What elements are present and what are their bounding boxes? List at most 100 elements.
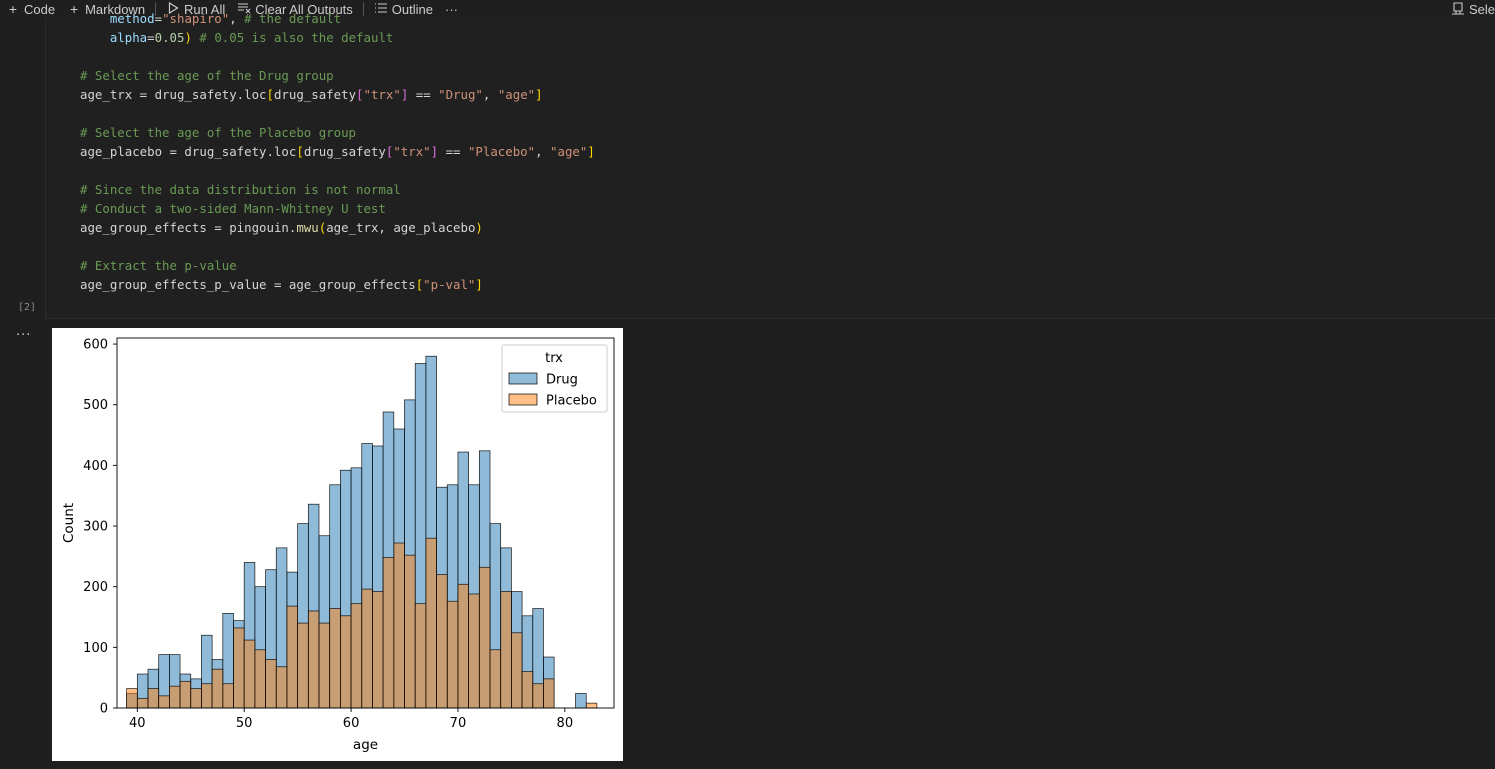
- bar-placebo-54: [286, 605, 298, 709]
- bar-placebo-71: [468, 593, 480, 709]
- bar-placebo-70: [457, 583, 469, 709]
- clear-icon: [237, 2, 251, 16]
- code-line: method="shapiro", # the default: [109, 11, 342, 26]
- x-tick-label-60: 60: [343, 716, 360, 731]
- bar-placebo-63: [382, 557, 395, 709]
- list-icon: [374, 2, 388, 16]
- bar-placebo-51: [254, 649, 266, 709]
- bar-placebo-66: [414, 603, 427, 709]
- code-line: [80, 161, 595, 180]
- y-axis-label: Count: [61, 503, 77, 543]
- age-histogram-chart: 40 50 60 70 80 0 100 200 300 400 500 600 age Count trx…: [61, 337, 615, 753]
- bar-placebo-47: [211, 668, 224, 709]
- bar-drug-81: [575, 693, 587, 709]
- bar-placebo-78: [543, 678, 555, 709]
- code-line: [80, 104, 595, 123]
- toolbar-separator: [362, 2, 364, 16]
- y-tick-label-100: 100: [83, 641, 108, 656]
- bar-placebo-67: [425, 537, 437, 709]
- y-tick-label-500: 500: [83, 398, 108, 413]
- outline-button[interactable]: Outline: [368, 0, 439, 18]
- toolbar-separator: [155, 2, 157, 16]
- bar-placebo-43: [169, 685, 181, 709]
- outline-label: Outline: [391, 1, 433, 17]
- x-tick-label-80: 80: [557, 716, 574, 731]
- x-tick-label-50: 50: [236, 716, 253, 731]
- select-kernel-button[interactable]: Sele: [1445, 0, 1495, 18]
- bar-placebo-42: [158, 695, 170, 709]
- bar-placebo-82: [585, 702, 598, 709]
- legend-swatch-placebo: [508, 393, 538, 406]
- legend-label-drug: Drug: [546, 373, 578, 388]
- bar-placebo-59: [340, 615, 352, 709]
- plot-frame: [116, 337, 615, 709]
- run-all-button[interactable]: Run All: [160, 0, 231, 18]
- bar-placebo-62: [372, 591, 384, 709]
- output-more-button[interactable]: ···: [16, 328, 32, 343]
- bar-placebo-48: [222, 683, 234, 709]
- code-line: age_group_effects = pingouin.mwu(age_trx…: [80, 220, 483, 235]
- x-axis-label: age: [353, 737, 378, 753]
- bar-placebo-41: [147, 688, 160, 709]
- bar-placebo-56: [307, 610, 320, 709]
- add-code-button[interactable]: + Code: [0, 0, 61, 18]
- play-icon: [166, 1, 180, 16]
- ellipsis-icon: ···: [445, 1, 458, 17]
- y-tick-label-0: 0: [100, 702, 108, 717]
- code-line: # Select the age of the Drug group: [80, 68, 334, 83]
- bar-placebo-50: [243, 639, 256, 709]
- select-kernel-label: Sele: [1468, 1, 1495, 17]
- bar-placebo-49: [233, 627, 245, 709]
- clear-all-outputs-label: Clear All Outputs: [255, 1, 353, 17]
- x-tick-label-70: 70: [450, 716, 467, 731]
- bar-placebo-61: [361, 588, 373, 709]
- add-markdown-label: Markdown: [85, 1, 146, 17]
- bar-placebo-68: [436, 574, 448, 709]
- code-line: # Select the age of the Placebo group: [80, 125, 357, 140]
- bar-placebo-55: [297, 622, 309, 709]
- bar-placebo-65: [404, 554, 416, 709]
- clear-all-outputs-button[interactable]: Clear All Outputs: [231, 0, 359, 18]
- y-tick-label-200: 200: [83, 580, 108, 595]
- run-all-label: Run All: [184, 1, 226, 17]
- bar-placebo-45: [190, 688, 202, 709]
- bar-placebo-64: [393, 542, 405, 709]
- bar-placebo-73: [489, 649, 502, 709]
- bar-placebo-53: [275, 666, 288, 709]
- bar-placebo-58: [329, 608, 341, 709]
- notebook-toolbar: + Code + Markdown Run All Clear All Output…: [0, 0, 1495, 18]
- add-markdown-button[interactable]: + Markdown: [61, 0, 151, 18]
- bar-placebo-74: [500, 591, 512, 709]
- code-line: # Conduct a two-sided Mann-Whitney U tes…: [80, 201, 386, 216]
- bar-placebo-72: [478, 566, 491, 709]
- bar-placebo-77: [532, 683, 544, 709]
- bar-placebo-40: [136, 697, 149, 709]
- y-tick-label-400: 400: [83, 459, 108, 474]
- bar-placebo-52: [265, 659, 277, 709]
- code-line: # Extract the p-value: [80, 258, 237, 273]
- legend-swatch-drug: [508, 372, 538, 385]
- more-actions-button[interactable]: ···: [439, 0, 464, 18]
- code-line: age_trx = drug_safety.loc[drug_safety["t…: [80, 87, 543, 102]
- execution-count: [2]: [18, 302, 37, 313]
- kernel-icon: [1451, 1, 1465, 17]
- x-tick-label-40: 40: [129, 716, 146, 731]
- legend-label-placebo: Placebo: [546, 394, 597, 409]
- add-code-label: Code: [24, 1, 56, 17]
- code-cell[interactable]: method="shapiro", # the default alpha=0.…: [45, 11, 1495, 319]
- code-line: # Since the data distribution is not nor…: [80, 182, 401, 197]
- y-tick-label-600: 600: [83, 338, 108, 353]
- code-line: alpha=0.05) # 0.05 is also the default: [109, 30, 394, 45]
- code-line: [80, 47, 595, 66]
- code-line: [80, 237, 595, 256]
- plus-icon: +: [69, 1, 79, 17]
- code-line: age_group_effects_p_value = age_group_ef…: [80, 277, 483, 292]
- bar-placebo-39: [126, 688, 138, 709]
- bar-placebo-57: [318, 622, 331, 709]
- bar-placebo-46: [201, 683, 213, 709]
- bar-placebo-44: [179, 680, 192, 709]
- plus-icon: +: [8, 1, 18, 17]
- cell-output: 40 50 60 70 80 0 100 200 300 400 500 600 age Count trx…: [52, 328, 623, 761]
- code-line: age_placebo = drug_safety.loc[drug_safet…: [80, 144, 595, 159]
- code-editor[interactable]: method="shapiro", # the default alpha=0.…: [80, 9, 595, 294]
